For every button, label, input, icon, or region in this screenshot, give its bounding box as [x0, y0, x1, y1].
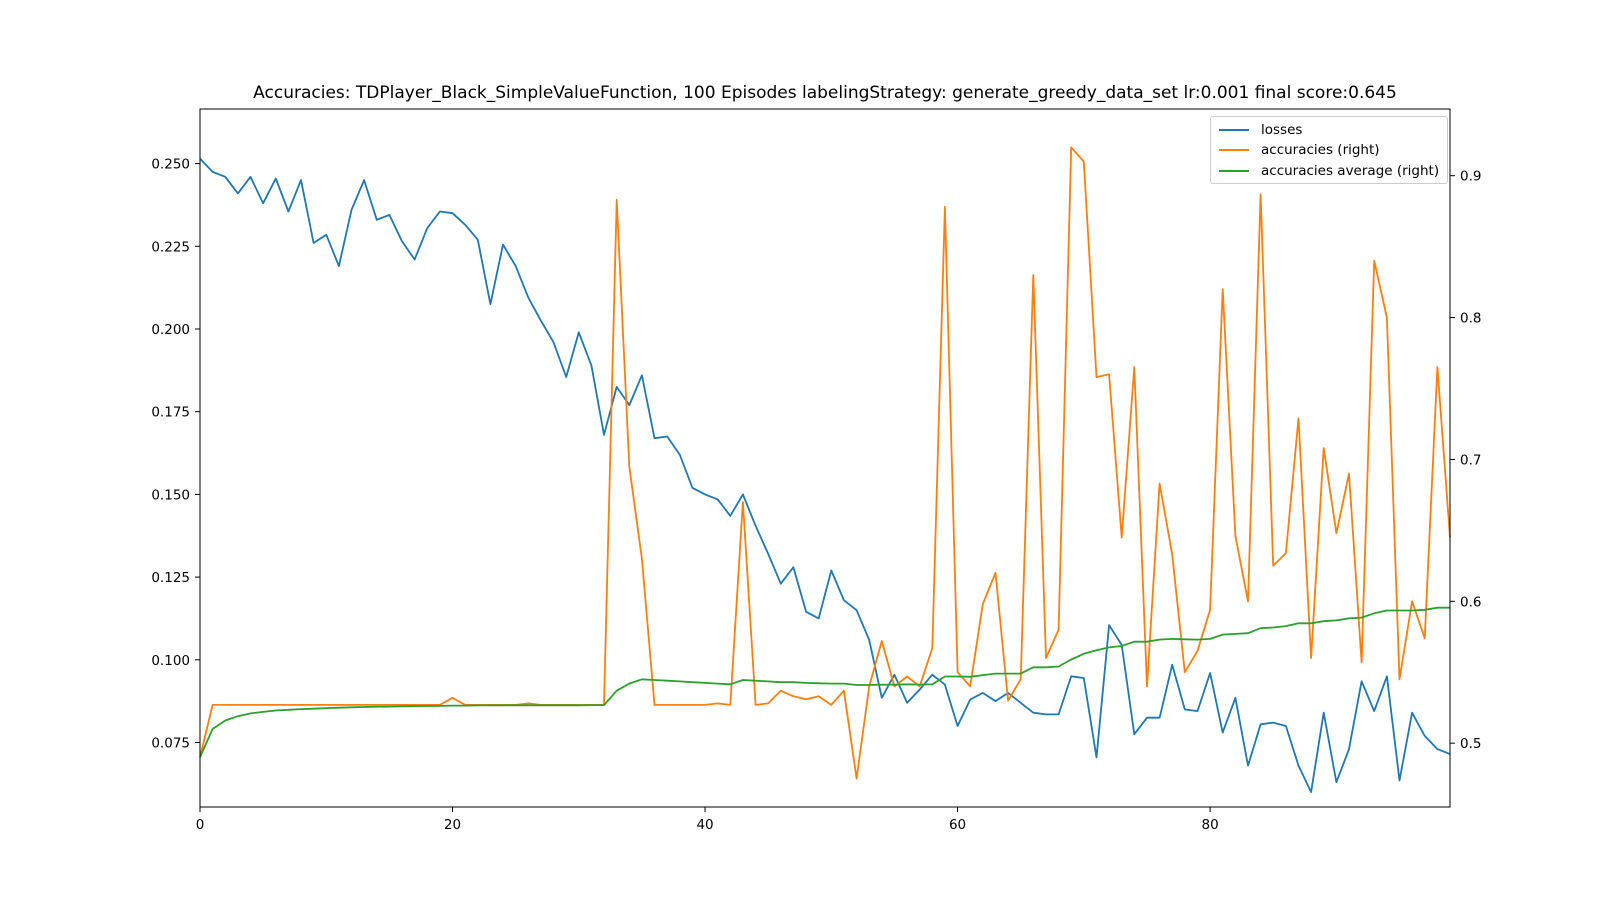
y-left-tick-label: 0.250 [151, 157, 190, 173]
y-left-tick-label: 0.175 [151, 405, 190, 421]
series-line-accuracies [199, 146, 1451, 780]
x-tick-label: 80 [1202, 817, 1219, 833]
plot-frame [199, 108, 1451, 808]
y-right-tick-label: 0.5 [1460, 736, 1481, 752]
legend: losses accuracies (right) accuracies ave… [1210, 116, 1448, 184]
y-left-tick-label: 0.150 [151, 487, 190, 503]
legend-label-accuracies: accuracies (right) [1261, 142, 1380, 158]
series-layer [199, 146, 1451, 793]
y-right-tick-label: 0.7 [1460, 452, 1481, 468]
legend-label-losses: losses [1261, 122, 1303, 138]
legend-item-losses: losses [1219, 120, 1302, 140]
x-tick-label: 40 [696, 817, 713, 833]
legend-swatch-accuracies-average [1219, 170, 1249, 172]
y-left-tick-label: 0.200 [151, 322, 190, 338]
series-line-accuracies-average [199, 606, 1450, 758]
y-right-tick-label: 0.6 [1460, 594, 1481, 610]
y-axis-right: 0.5 0.6 0.7 0.8 0.9 [1450, 169, 1481, 752]
y-axis-left: 0.075 0.100 0.125 0.150 0.175 0.200 0.225 0.250 [151, 157, 200, 751]
series-line-losses [199, 157, 1451, 793]
legend-swatch-accuracies [1219, 149, 1249, 151]
y-left-tick-label: 0.100 [151, 653, 190, 669]
chart-title: Accuracies: TDPlayer_Black_SimpleValueFu… [253, 83, 1397, 103]
y-right-tick-label: 0.9 [1460, 169, 1481, 185]
legend-item-accuracies-average: accuracies average (right) [1219, 161, 1439, 181]
legend-label-accuracies-average: accuracies average (right) [1261, 163, 1440, 179]
x-tick-label: 20 [444, 817, 461, 833]
legend-item-accuracies: accuracies (right) [1219, 140, 1380, 160]
x-axis: 0 20 40 60 80 [196, 807, 1219, 833]
y-right-tick-label: 0.8 [1460, 311, 1481, 327]
x-tick-label: 0 [196, 817, 205, 833]
legend-swatch-losses [1219, 129, 1249, 131]
y-left-tick-label: 0.125 [151, 570, 190, 586]
x-tick-label: 60 [949, 817, 966, 833]
y-left-tick-label: 0.075 [151, 735, 190, 751]
y-left-tick-label: 0.225 [151, 239, 190, 255]
